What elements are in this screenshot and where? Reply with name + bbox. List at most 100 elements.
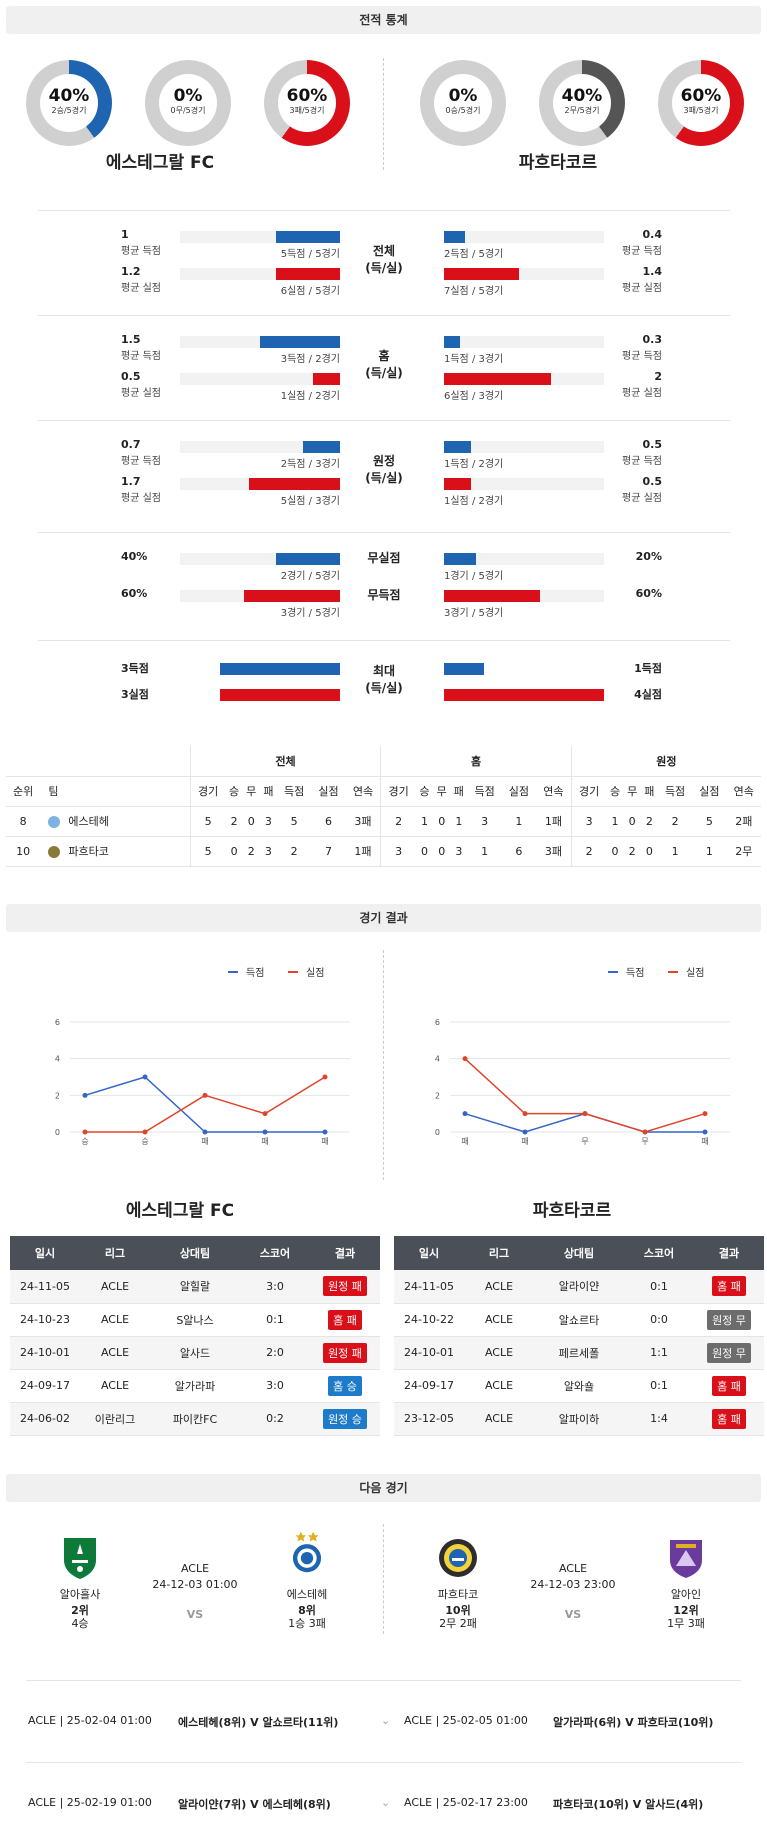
next-right-home: 파흐타코 (437, 1588, 479, 1601)
standings-cell: 1 (657, 836, 693, 867)
left-stat-value: 0.5 (121, 370, 141, 383)
right-stat-value: 0.5 (642, 438, 663, 451)
left-stat-label: 평균 득점 (121, 351, 161, 362)
donut-percent: 60% (680, 86, 722, 106)
x-tick-label: 패 (701, 1136, 708, 1146)
section-title-stats: 전적 통계 (6, 6, 761, 34)
left-clean-detail: 2경기 / 5경기 (280, 571, 340, 582)
standings-cell: 파흐타코 (40, 836, 191, 867)
left-stat-detail: 3득점 / 2경기 (280, 354, 340, 365)
stat-group-label-line: 전체 (372, 244, 396, 258)
donut-chart: 40% 2승/5경기 (26, 60, 112, 146)
results-cell: 0:1 (624, 1270, 694, 1304)
right-clean-value: 20% (635, 550, 662, 563)
donut-percent: 40% (48, 86, 90, 106)
left-stat-detail: 1실점 / 2경기 (280, 391, 340, 402)
results-cell: ACLE (464, 1369, 534, 1403)
left-stat-value: 1.7 (121, 475, 141, 488)
right-stat-label: 평균 득점 (622, 246, 662, 257)
standings-cell: 3 (571, 806, 607, 837)
next-right-away: 알아인 (670, 1588, 702, 1601)
bar-track (444, 441, 604, 453)
results-cell: 1:4 (624, 1402, 694, 1436)
right-stat-bar (444, 478, 471, 490)
standings-cell: 1패 (345, 836, 382, 867)
results-cell: 24-10-23 (10, 1303, 80, 1337)
left-stat-value: 1.2 (121, 265, 141, 278)
standings-col-header: 실점 (692, 776, 727, 807)
data-point (582, 1111, 588, 1117)
left-clean-bar (244, 590, 340, 602)
left-stat-bar (303, 441, 340, 453)
left-clean-value: 40% (121, 550, 148, 563)
results-cell: ACLE (464, 1336, 534, 1370)
results-cell: 파이칸FC (150, 1402, 240, 1436)
standings-col-header: 연속 (345, 776, 382, 807)
x-tick-label: 승 (141, 1137, 148, 1146)
esteghlal-crest-icon (292, 1531, 322, 1573)
bar-track (444, 336, 604, 348)
right-stat-detail: 6실점 / 3경기 (444, 391, 504, 402)
legend-label: 득점 (626, 967, 644, 979)
team-name: 에스테헤 (68, 815, 109, 828)
table-row: 24-11-05 ACLE 알라이얀 0:1 홈 패 (394, 1270, 764, 1304)
results-cell: 홈 패 (694, 1369, 764, 1403)
results-cell: 0:1 (624, 1369, 694, 1403)
right-stat-value: 1.4 (642, 265, 663, 278)
results-cell: 홈 패 (694, 1270, 764, 1304)
right-stat-detail: 1득점 / 2경기 (444, 459, 504, 470)
standings-col-header: 패 (640, 776, 658, 807)
data-point (702, 1129, 708, 1135)
data-point (262, 1129, 268, 1135)
results-cell: ACLE (80, 1270, 150, 1304)
left-stat-bar (276, 268, 340, 280)
y-tick-label: 2 (55, 1091, 60, 1100)
team-crest-icon (48, 816, 61, 828)
left-results-team: 에스테그랄 FC (125, 1201, 235, 1221)
upcoming-right-0-info: ACLE | 25-02-05 01:00 (404, 1714, 528, 1727)
al-ain-crest-icon (670, 1540, 702, 1578)
standings-col-header: 경기 (571, 776, 607, 807)
standings-col-header: 득점 (276, 776, 312, 807)
results-cell: 홈 승 (310, 1369, 380, 1403)
right-max-bar (444, 663, 484, 675)
standings-cell: 3패 (345, 806, 382, 837)
right-stat-value: 0.4 (642, 228, 663, 241)
left-stat-detail: 2득점 / 3경기 (280, 459, 340, 470)
result-badge: 홈 패 (328, 1309, 362, 1330)
upcoming-right-1-info: ACLE | 25-02-17 23:00 (404, 1796, 528, 1809)
left-stat-label: 평균 실점 (121, 388, 161, 399)
results-cell: ACLE (80, 1369, 150, 1403)
results-col-header: 결과 (310, 1236, 380, 1270)
al-ahli-crest-icon (64, 1538, 96, 1579)
right-results-table: 일시 리그 상대팀 스코어 결과 24-11-05 ACLE 알라이얀 0:1 홈 패 24-10-… (394, 1236, 764, 1436)
left-stat-detail: 5실점 / 3경기 (280, 496, 340, 507)
data-point (322, 1129, 328, 1135)
results-cell: 24-11-05 (394, 1270, 464, 1304)
next-right-time: 24-12-03 23:00 (530, 1578, 616, 1591)
results-cell: 3:0 (240, 1369, 310, 1403)
stat-group-label-line: 원정 (372, 454, 396, 468)
bar-track (444, 231, 604, 243)
results-cell: 0:2 (240, 1402, 310, 1436)
data-point (322, 1074, 328, 1080)
right-clean-detail: 3경기 / 5경기 (444, 608, 504, 619)
left-clean-value: 60% (121, 587, 148, 600)
standings-col-header: 무 (242, 776, 260, 807)
chevron-down-icon: ⌄ (381, 1714, 391, 1727)
stat-group-label: 전체 (득/실) (354, 243, 414, 277)
standings-cell: 에스테헤 (40, 806, 191, 837)
standings-cell: 2 (571, 836, 607, 867)
standings-group-all: 전체 (190, 746, 382, 777)
right-clean-value: 60% (635, 587, 662, 600)
series-line (464, 1112, 705, 1133)
right-stat-bar (444, 336, 460, 348)
right-max-value: 1득점 (634, 662, 662, 675)
standings-col-header: 승 (225, 776, 243, 807)
standings-col-header: 승 (606, 776, 624, 807)
left-max-value: 3실점 (121, 688, 149, 701)
standings-cell: 1패 (536, 806, 572, 837)
next-left-away-rank: 8위 (298, 1604, 316, 1617)
data-point (202, 1129, 208, 1135)
results-cell: 24-11-05 (10, 1270, 80, 1304)
